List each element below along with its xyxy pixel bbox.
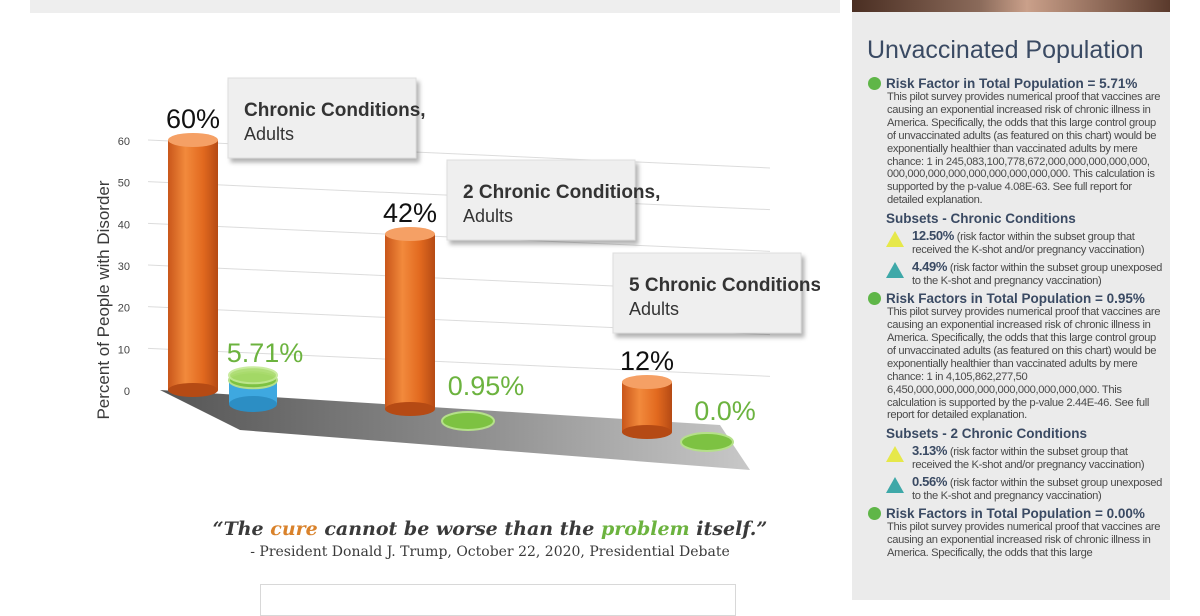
risk-factor-heading-1: Risk Factor in Total Population = 5.71%: [868, 76, 1164, 91]
subset-title-1: Subsets - Chronic Conditions: [886, 211, 1076, 227]
chronic-conditions-chart: Percent of People with Disorder 0 10 20 30 4…: [94, 77, 820, 470]
group-callout-subtitle: Adults: [629, 299, 679, 319]
unvaccinated-bar: [680, 432, 734, 452]
teal-triangle-icon: [886, 477, 904, 494]
risk-factor-body-3: This pilot survey provides numerical pro…: [887, 521, 1161, 560]
risk-factor-body-1: This pilot survey provides numerical pro…: [887, 91, 1161, 207]
header-photo: [852, 0, 1170, 12]
unvaccinated-bar: [228, 366, 278, 385]
top-band: [30, 0, 840, 13]
group-callout-title: 5 Chronic Conditions,: [629, 275, 820, 296]
unvaccinated-value-label: 0.0%: [694, 396, 756, 426]
quote-block: “The cure cannot be worse than the probl…: [200, 518, 780, 560]
group-callout-box: [612, 252, 802, 334]
chart-floor: [160, 390, 750, 470]
green-dot-icon: [868, 77, 881, 90]
risk-factor-heading-2: Risk Factors in Total Population = 0.95%: [868, 291, 1164, 306]
subset-title-2: Subsets - 2 Chronic Conditions: [886, 426, 1088, 442]
subset-item: 3.13% (risk factor within the subset gro…: [886, 444, 1164, 472]
vaccinated-bar-top: [622, 375, 672, 389]
unvaccinated-bar-base: [229, 396, 277, 412]
yellow-triangle-icon: [886, 231, 904, 248]
vaccinated-value-label: 42%: [383, 198, 437, 228]
risk-factor-heading-3: Risk Factors in Total Population = 0.00%: [868, 506, 1164, 521]
yellow-triangle-icon: [886, 446, 904, 463]
group-callout-box: [227, 77, 417, 159]
vaccinated-bar-base: [385, 402, 435, 416]
vaccinated-value-label: 60%: [166, 104, 220, 134]
vaccinated-bar: [385, 234, 435, 409]
y-tick-label: 50: [118, 178, 130, 190]
y-tick-label: 60: [118, 136, 130, 148]
subset-item: 4.49% (risk factor within the subset gro…: [886, 260, 1164, 288]
vaccinated-bar-base: [622, 425, 672, 439]
group-callout-title: Chronic Conditions,: [244, 100, 426, 121]
subset-item: 0.56% (risk factor within the subset gro…: [886, 475, 1164, 503]
risk-factor-body-2: This pilot survey provides numerical pro…: [887, 306, 1161, 422]
vaccinated-bar-top: [168, 133, 218, 147]
bottom-box: [260, 584, 736, 616]
group-callout-title: 2 Chronic Conditions,: [463, 182, 660, 203]
group-callout-subtitle: Adults: [244, 124, 294, 144]
unvaccinated-value-label: 5.71%: [227, 338, 304, 368]
y-tick-label: 30: [118, 261, 130, 273]
vaccinated-bar: [168, 140, 218, 390]
vaccinated-value-label: 12%: [620, 346, 674, 376]
y-tick-label: 20: [118, 303, 130, 315]
subset-item: 12.50% (risk factor within the subset gr…: [886, 229, 1164, 257]
vaccinated-bar: [622, 382, 672, 432]
gridline: [147, 347, 771, 377]
sidebar-title: Unvaccinated Population: [867, 36, 1144, 64]
vaccinated-bar-top: [385, 227, 435, 241]
group-callout-subtitle: Adults: [463, 206, 513, 226]
green-dot-icon: [868, 292, 881, 306]
vaccinated-bar-base: [168, 383, 218, 397]
y-axis-label: Percent of People with Disorder: [94, 180, 113, 419]
y-tick-label: 0: [124, 386, 130, 398]
unvaccinated-sidebar: Unvaccinated Population Risk Factor in T…: [852, 12, 1170, 600]
green-dot-icon: [868, 507, 881, 521]
teal-triangle-icon: [886, 262, 904, 279]
y-tick-label: 10: [118, 344, 130, 356]
quote-text: “The cure cannot be worse than the probl…: [212, 518, 768, 540]
quote-attribution: - President Donald J. Trump, October 22,…: [250, 544, 730, 560]
unvaccinated-bar: [441, 411, 495, 431]
group-callout-box: [446, 159, 636, 241]
unvaccinated-value-label: 0.95%: [448, 371, 525, 401]
y-tick-label: 40: [118, 219, 130, 231]
